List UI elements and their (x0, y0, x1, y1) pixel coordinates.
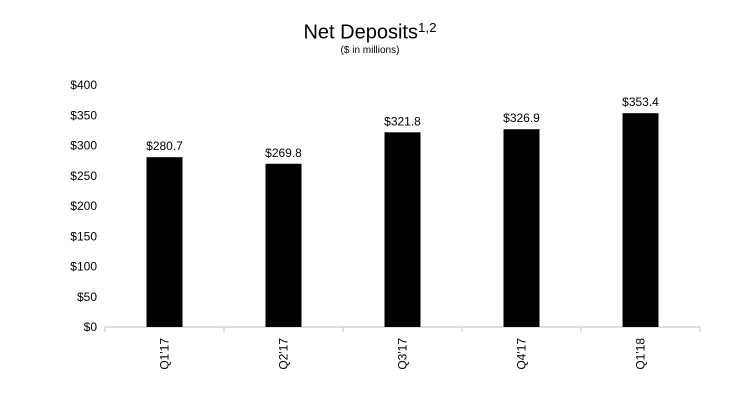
y-tick-label: $400 (70, 78, 97, 92)
y-tick-label: $0 (84, 320, 98, 334)
x-category-label: Q2'17 (277, 338, 291, 370)
chart-title-text: Net Deposits (303, 21, 418, 44)
chart-title: Net Deposits1,2 (0, 20, 740, 44)
x-category-label: Q1'18 (634, 338, 648, 370)
chart-subtitle: ($ in millions) (340, 45, 400, 56)
y-tick-label: $300 (70, 139, 97, 153)
data-label: $326.9 (503, 111, 540, 125)
y-tick-label: $350 (70, 108, 97, 122)
data-label: $321.8 (384, 114, 421, 128)
bar (265, 163, 302, 327)
data-label: $353.4 (622, 95, 659, 109)
x-category-label: Q1'17 (158, 338, 172, 370)
y-tick-label: $50 (77, 290, 97, 304)
data-label: $269.8 (265, 146, 302, 160)
chart-title-superscript: 1,2 (417, 20, 437, 35)
data-label: $280.7 (146, 139, 183, 153)
x-category-label: Q3'17 (396, 338, 410, 370)
y-tick-label: $100 (70, 260, 97, 274)
bar (384, 132, 421, 327)
x-category-label: Q4'17 (515, 338, 529, 370)
y-tick-label: $150 (70, 229, 97, 243)
y-tick-label: $250 (70, 169, 97, 183)
bar (503, 129, 540, 327)
bar (622, 113, 659, 328)
bar (146, 157, 183, 327)
y-tick-label: $200 (70, 199, 97, 213)
